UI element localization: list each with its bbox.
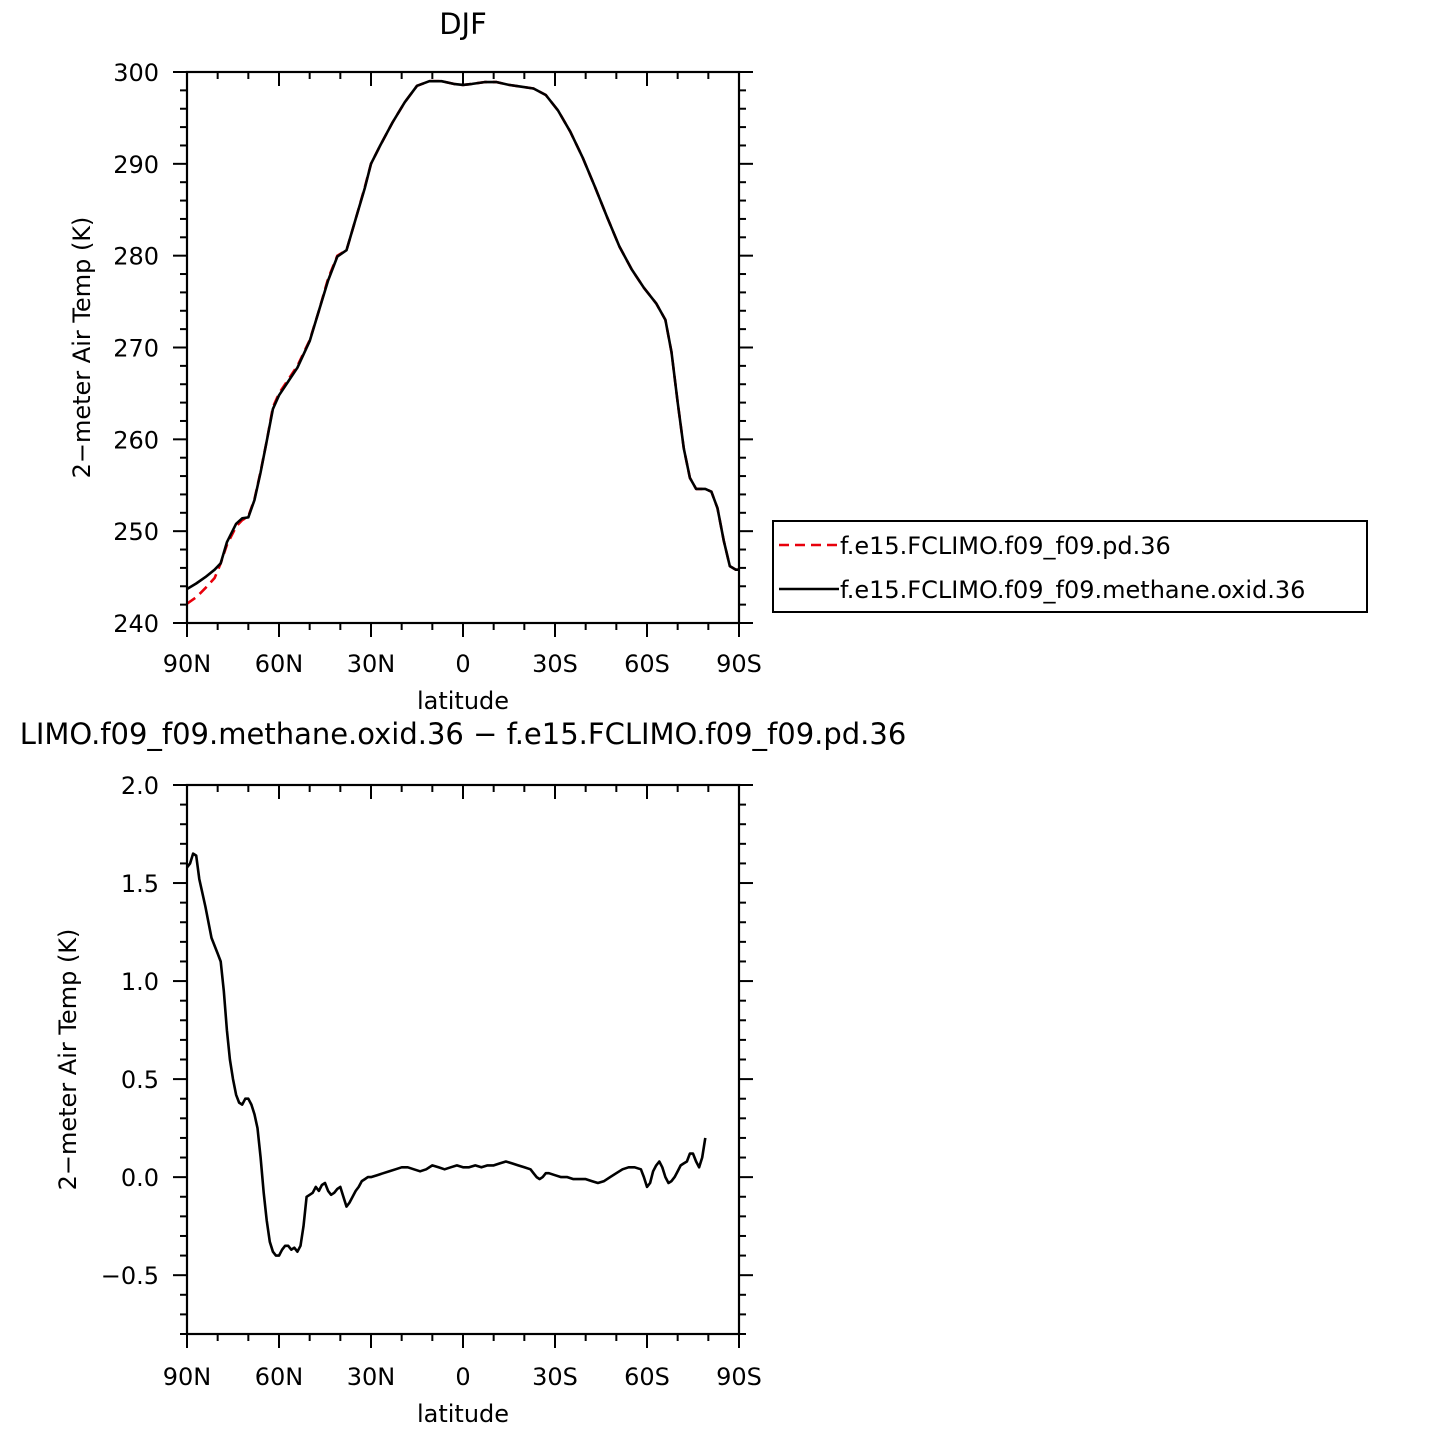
y-axis-label: 2−meter Air Temp (K) xyxy=(68,217,96,479)
series-line-0 xyxy=(187,852,707,1257)
chart-title: LIMO.f09_f09.methane.oxid.36 − f.e15.FCL… xyxy=(20,717,907,751)
x-axis-label: latitude xyxy=(417,687,509,715)
y-tick-label: 300 xyxy=(113,59,159,87)
series-line-0 xyxy=(187,79,739,605)
y-tick-label: 270 xyxy=(113,335,159,363)
y-axis-label: 2−meter Air Temp (K) xyxy=(54,929,82,1191)
x-tick-label: 90N xyxy=(163,650,212,678)
y-tick-label: 0.5 xyxy=(121,1066,159,1094)
chart-title: DJF xyxy=(439,7,487,41)
difference-panel: LIMO.f09_f09.methane.oxid.36 − f.e15.FCL… xyxy=(20,717,907,1428)
x-tick-label: 60S xyxy=(624,650,670,678)
x-tick-label: 0 xyxy=(455,1363,470,1391)
y-tick-label: −0.5 xyxy=(101,1262,159,1290)
x-axis-label: latitude xyxy=(417,1400,509,1428)
legend-label-1: f.e15.FCLIMO.f09_f09.methane.oxid.36 xyxy=(840,576,1305,604)
legend-label-0: f.e15.FCLIMO.f09_f09.pd.36 xyxy=(840,532,1171,560)
x-tick-label: 90S xyxy=(716,1363,762,1391)
plot-frame xyxy=(185,70,741,625)
x-tick-label: 60N xyxy=(255,1363,304,1391)
series-line-1 xyxy=(187,79,739,591)
x-tick-label: 0 xyxy=(455,650,470,678)
y-tick-label: 290 xyxy=(113,151,159,179)
y-tick-label: 0.0 xyxy=(121,1164,159,1192)
y-tick-label: 260 xyxy=(113,426,159,454)
y-tick-label: 1.0 xyxy=(121,968,159,996)
x-tick-label: 30N xyxy=(347,1363,396,1391)
x-tick-label: 30N xyxy=(347,650,396,678)
y-tick-label: 240 xyxy=(113,610,159,638)
y-tick-label: 2.0 xyxy=(121,772,159,800)
legend: f.e15.FCLIMO.f09_f09.pd.36 f.e15.FCLIMO.f… xyxy=(772,520,1368,613)
plot-frame xyxy=(185,783,741,1336)
x-tick-label: 90S xyxy=(716,650,762,678)
y-tick-label: 280 xyxy=(113,243,159,271)
y-tick-label: 1.5 xyxy=(121,870,159,898)
x-tick-label: 60N xyxy=(255,650,304,678)
x-tick-label: 60S xyxy=(624,1363,670,1391)
legend-box xyxy=(772,520,1368,613)
temperature-panel: DJF 90N 60N 30N 0 30S 60S 90S 240 250 260 270 280 290… xyxy=(68,7,762,715)
x-tick-label: 30S xyxy=(532,650,578,678)
x-tick-label: 30S xyxy=(532,1363,578,1391)
x-tick-label: 90N xyxy=(163,1363,212,1391)
y-tick-label: 250 xyxy=(113,518,159,546)
